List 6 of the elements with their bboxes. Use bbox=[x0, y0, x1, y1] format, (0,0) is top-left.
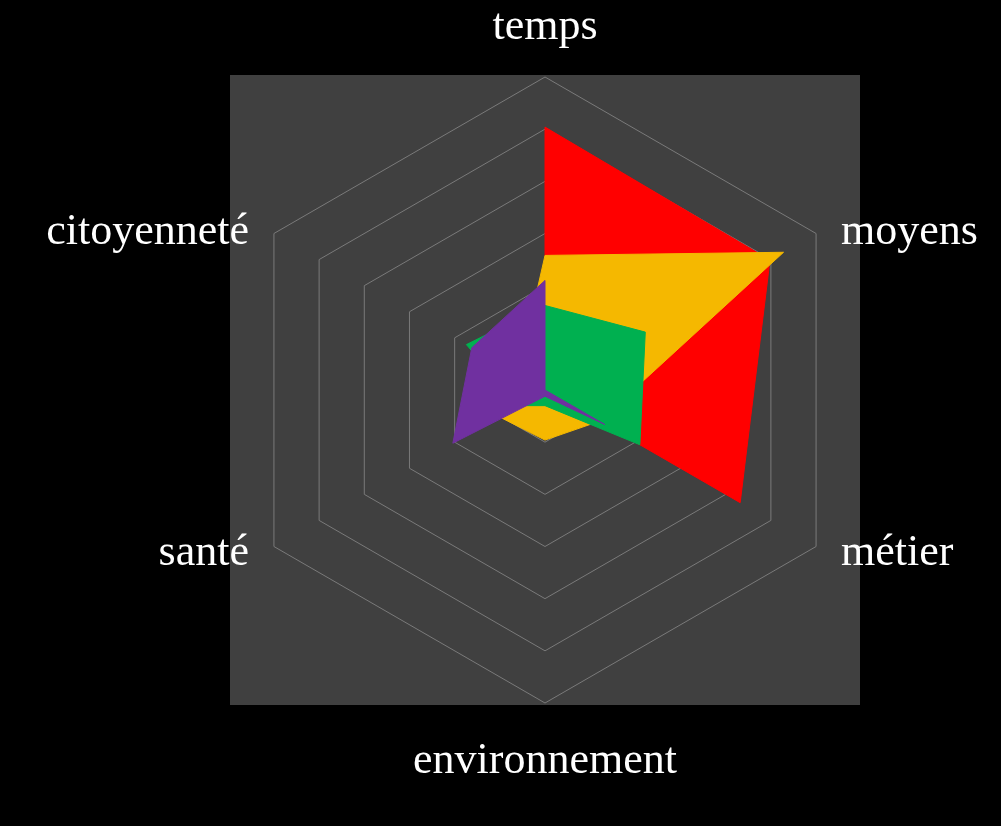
spoke-label: environnement bbox=[413, 734, 677, 783]
spoke-label: santé bbox=[158, 525, 250, 575]
spoke-label: moyens bbox=[840, 204, 978, 254]
spoke-label: temps bbox=[492, 0, 598, 49]
spoke-label: métier bbox=[840, 525, 954, 575]
spoke-label: citoyenneté bbox=[46, 204, 250, 254]
